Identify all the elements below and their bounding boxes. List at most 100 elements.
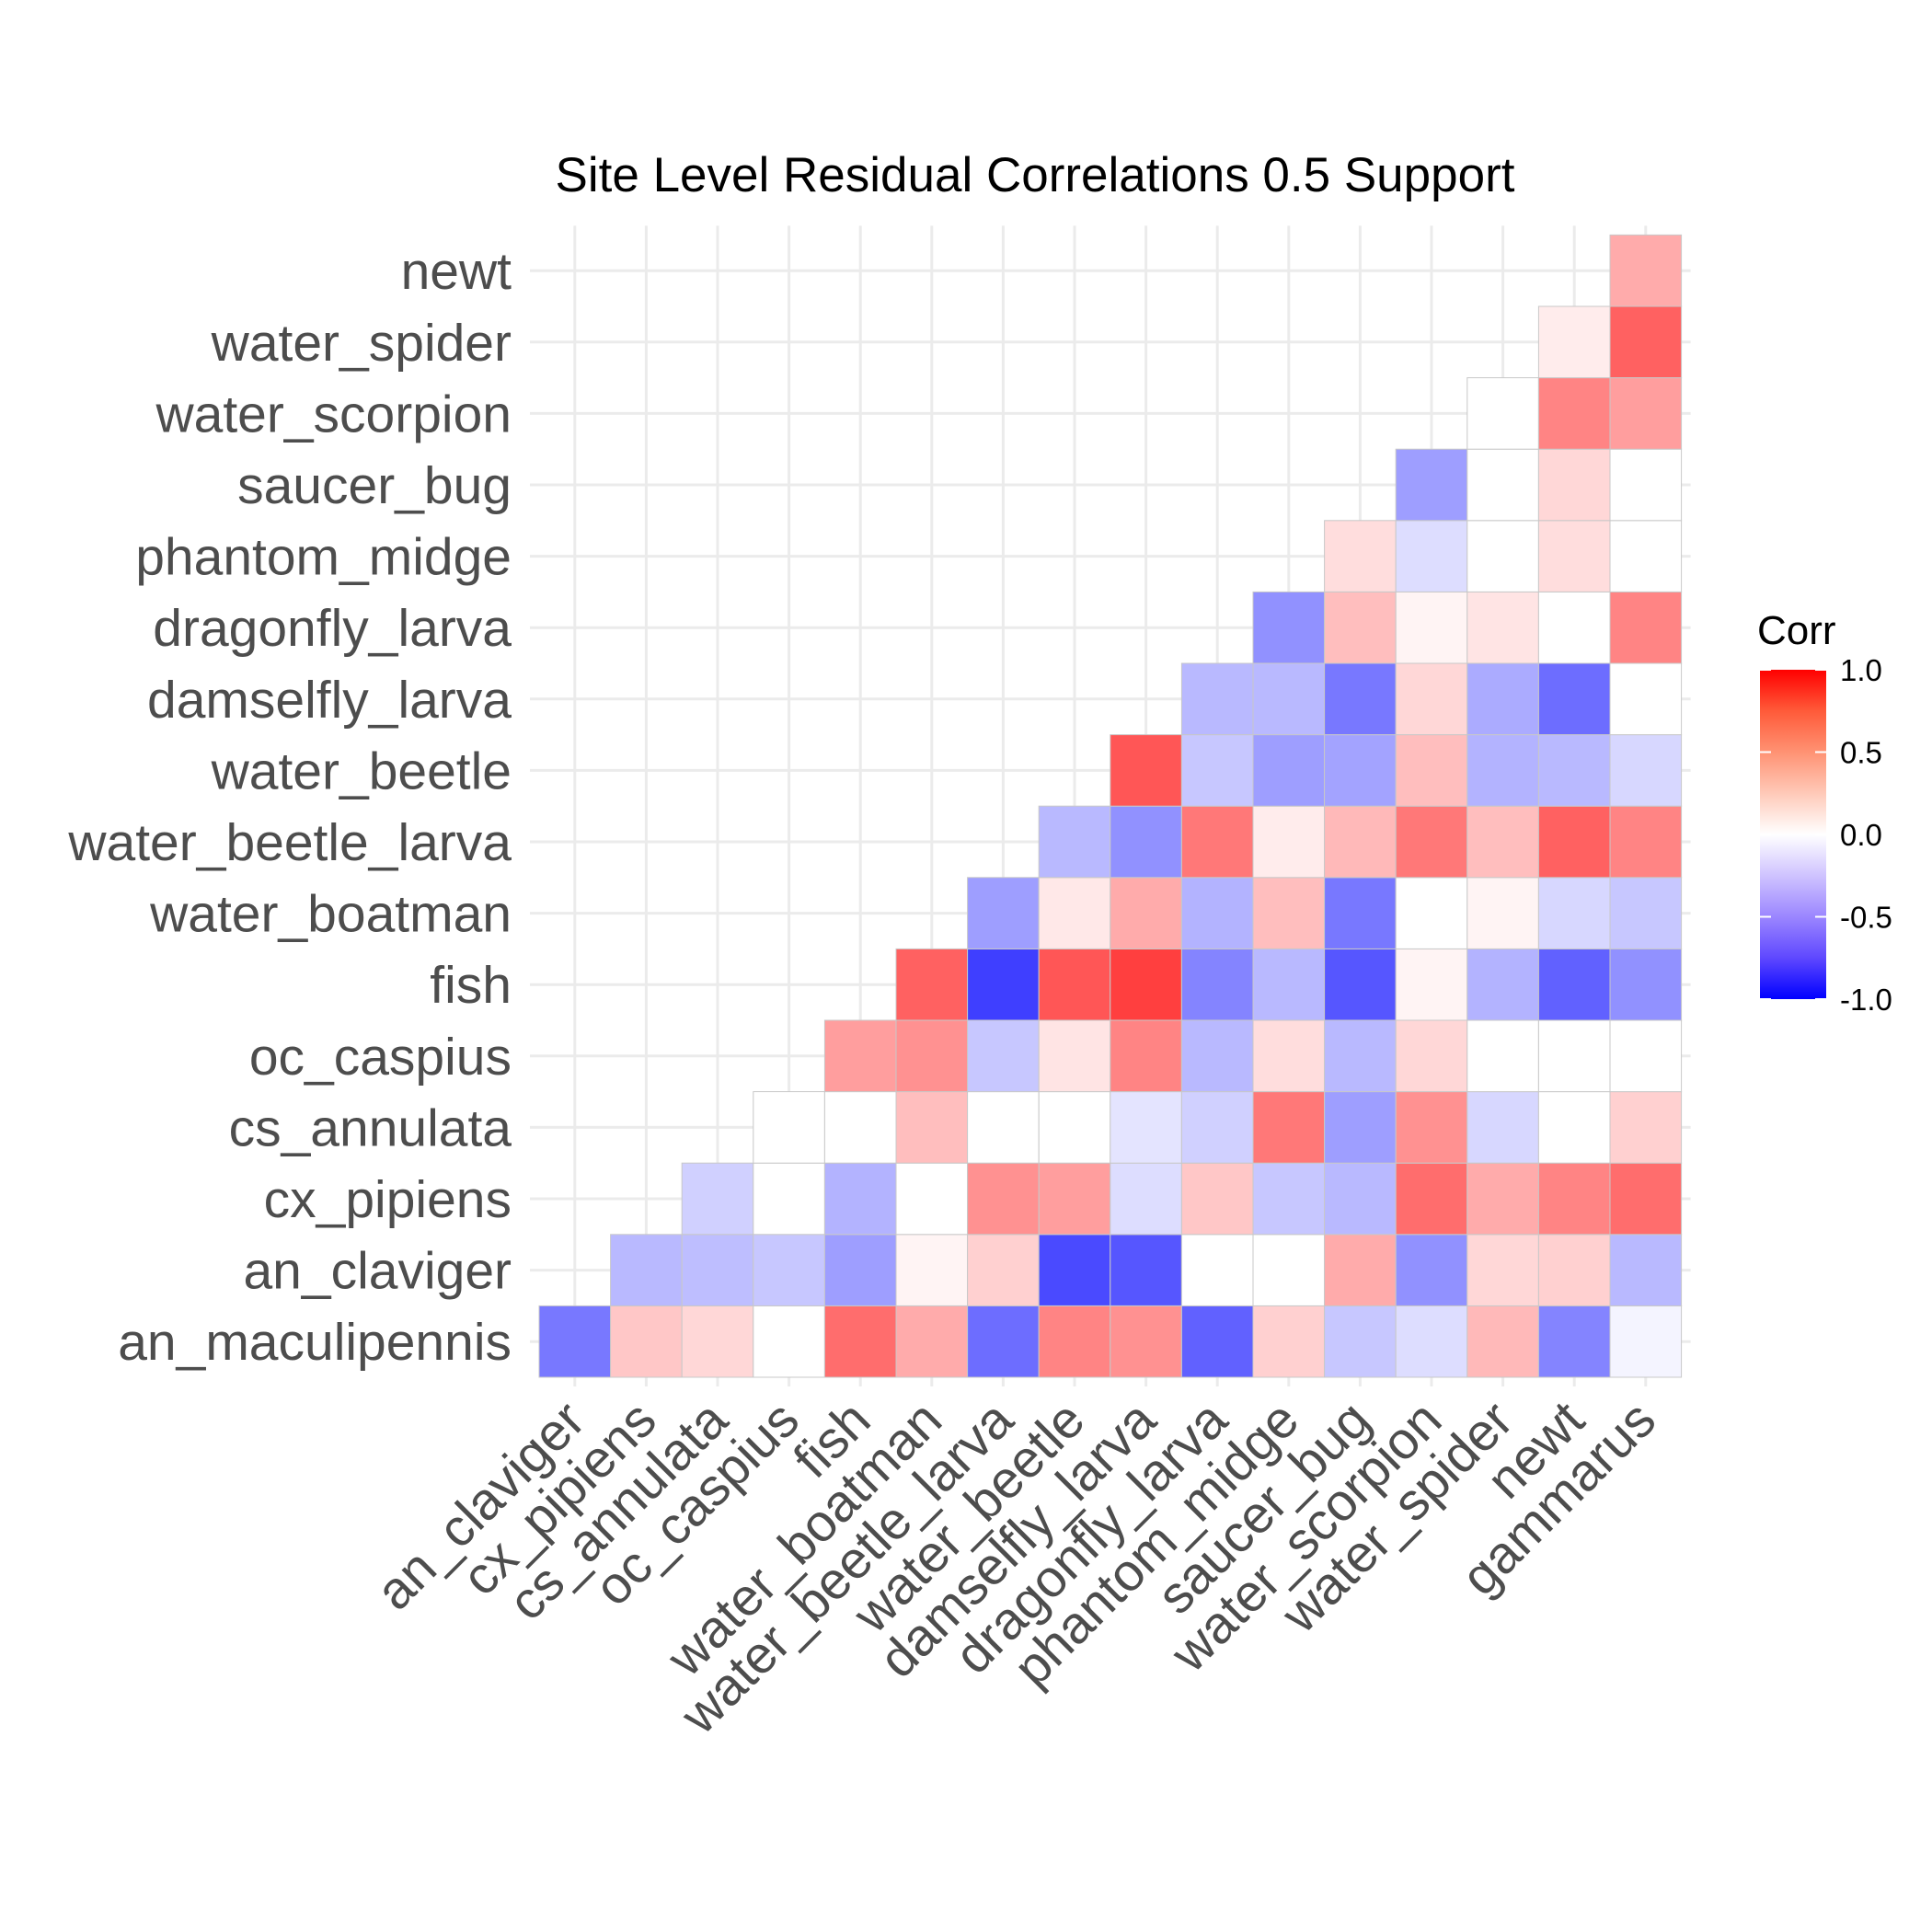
heatmap-cell bbox=[1252, 1091, 1326, 1164]
y-axis-tick-labels: an_maculipennis an_claviger cx_pipiens cs_a… bbox=[67, 242, 512, 1372]
y-tick-label: phantom_midge bbox=[135, 528, 512, 587]
heatmap-cell bbox=[753, 1234, 825, 1306]
y-tick-label: water_boatman bbox=[149, 885, 512, 944]
y-tick-label: an_claviger bbox=[243, 1242, 512, 1301]
y-tick-label: water_beetle_larva bbox=[67, 813, 512, 872]
heatmap-cell bbox=[1180, 1162, 1254, 1236]
y-tick-label: water_scorpion bbox=[155, 385, 512, 443]
heatmap-cell bbox=[967, 948, 1040, 1021]
heatmap-cell bbox=[1609, 448, 1683, 522]
heatmap-cell bbox=[753, 1162, 825, 1236]
heatmap-cell bbox=[1609, 662, 1683, 736]
y-tick-label: water_beetle bbox=[211, 742, 512, 800]
heatmap-cell bbox=[753, 1305, 825, 1378]
heatmap-cell bbox=[1537, 305, 1611, 379]
heatmap-cell bbox=[1110, 1305, 1182, 1378]
heatmap-cell bbox=[1110, 1091, 1182, 1164]
x-axis-tick-labels: an_clavigercx_pipienscs_annulataoc_caspi… bbox=[365, 1390, 1667, 1746]
heatmap-cell bbox=[1180, 805, 1254, 879]
heatmap-cell bbox=[1180, 662, 1254, 736]
chart-title: Site Level Residual Correlations 0.5 Sup… bbox=[556, 148, 1515, 202]
legend-tick-label: 0.0 bbox=[1840, 818, 1882, 852]
y-tick-label: water_spider bbox=[211, 314, 512, 373]
heatmap-cell bbox=[1252, 662, 1326, 736]
heatmap-cell bbox=[1395, 734, 1468, 807]
heatmap-cell bbox=[823, 1162, 897, 1236]
heatmap-cell bbox=[1324, 805, 1397, 879]
heatmap-cell bbox=[1609, 948, 1683, 1021]
legend-tick-label: 0.5 bbox=[1840, 736, 1882, 770]
heatmap-cell bbox=[1609, 591, 1683, 664]
heatmap-cell bbox=[1466, 1091, 1539, 1164]
heatmap-cell bbox=[1324, 1305, 1397, 1378]
heatmap-cell bbox=[1110, 1234, 1182, 1306]
heatmap-cell bbox=[1537, 948, 1611, 1021]
heatmap-cell bbox=[1038, 948, 1111, 1021]
heatmap-cell bbox=[1252, 1019, 1326, 1093]
heatmap-cell bbox=[1252, 1234, 1326, 1306]
heatmap-cell bbox=[1252, 877, 1326, 949]
heatmap-cell bbox=[1180, 734, 1254, 807]
heatmap-cell bbox=[1395, 1019, 1468, 1093]
heatmap-cell bbox=[1537, 1234, 1611, 1306]
heatmap-cell bbox=[1110, 948, 1182, 1021]
heatmap-cell bbox=[967, 1091, 1040, 1164]
heatmap-cell bbox=[1395, 1234, 1468, 1306]
heatmap-cell bbox=[1180, 1019, 1254, 1093]
heatmap-cell bbox=[1466, 448, 1539, 522]
heatmap-cell bbox=[1252, 591, 1326, 664]
y-tick-label: cs_annulata bbox=[229, 1098, 512, 1157]
heatmap-cell bbox=[1395, 591, 1468, 664]
heatmap-cell bbox=[1537, 520, 1611, 592]
heatmap-cell bbox=[1466, 734, 1539, 807]
heatmap-cell bbox=[1324, 734, 1397, 807]
heatmap-cell bbox=[1324, 662, 1397, 736]
heatmap-cell bbox=[967, 1162, 1040, 1236]
heatmap-cell bbox=[1537, 805, 1611, 879]
heatmap-cell bbox=[1537, 1091, 1611, 1164]
heatmap-cell bbox=[1252, 1162, 1326, 1236]
heatmap-cell bbox=[1395, 948, 1468, 1021]
heatmap-cell bbox=[1324, 877, 1397, 949]
legend-tick-label: 1.0 bbox=[1840, 653, 1882, 687]
heatmap-cell bbox=[1110, 877, 1182, 949]
heatmap-cell bbox=[1395, 448, 1468, 522]
heatmap-cell bbox=[1038, 1019, 1111, 1093]
heatmap-cell bbox=[1038, 1305, 1111, 1378]
heatmap-cell bbox=[1038, 1234, 1111, 1306]
heatmap-cell bbox=[1537, 734, 1611, 807]
heatmap-cell bbox=[1537, 1162, 1611, 1236]
heatmap-cell bbox=[1609, 1019, 1683, 1093]
heatmap-cell bbox=[1466, 877, 1539, 949]
heatmap-cell bbox=[1609, 1162, 1683, 1236]
y-tick-label: an_maculipennis bbox=[118, 1313, 512, 1372]
heatmap-cell bbox=[1395, 805, 1468, 879]
heatmap-cell bbox=[1537, 1019, 1611, 1093]
heatmap-cell bbox=[1609, 234, 1683, 307]
heatmap-cell bbox=[610, 1234, 683, 1306]
heatmap-cell bbox=[1609, 377, 1683, 450]
heatmap-cell bbox=[1466, 948, 1539, 1021]
heatmap-cell bbox=[1038, 805, 1111, 879]
heatmap-cell bbox=[1466, 1019, 1539, 1093]
heatmap-cell bbox=[1609, 1234, 1683, 1306]
heatmap-cell bbox=[1252, 1305, 1326, 1378]
heatmap-cell bbox=[1466, 591, 1539, 664]
y-tick-label: oc_caspius bbox=[249, 1028, 512, 1087]
heatmap-cell bbox=[1466, 1305, 1539, 1378]
heatmap-cell bbox=[1395, 1091, 1468, 1164]
heatmap-cell bbox=[1466, 377, 1539, 450]
heatmap-cell bbox=[1395, 520, 1468, 592]
heatmap-cell bbox=[967, 1305, 1040, 1378]
heatmap-cell bbox=[895, 1234, 969, 1306]
heatmap-cell bbox=[1180, 1091, 1254, 1164]
legend-tick-label: -0.5 bbox=[1840, 901, 1892, 935]
heatmap-cell bbox=[610, 1305, 683, 1378]
heatmap-cell bbox=[1466, 1162, 1539, 1236]
heatmap-cell bbox=[538, 1305, 612, 1378]
heatmap-cell bbox=[1537, 591, 1611, 664]
heatmap-cell bbox=[1252, 948, 1326, 1021]
heatmap-cell bbox=[1180, 1234, 1254, 1306]
heatmap-cell bbox=[1466, 520, 1539, 592]
heatmap-cell bbox=[1038, 1162, 1111, 1236]
